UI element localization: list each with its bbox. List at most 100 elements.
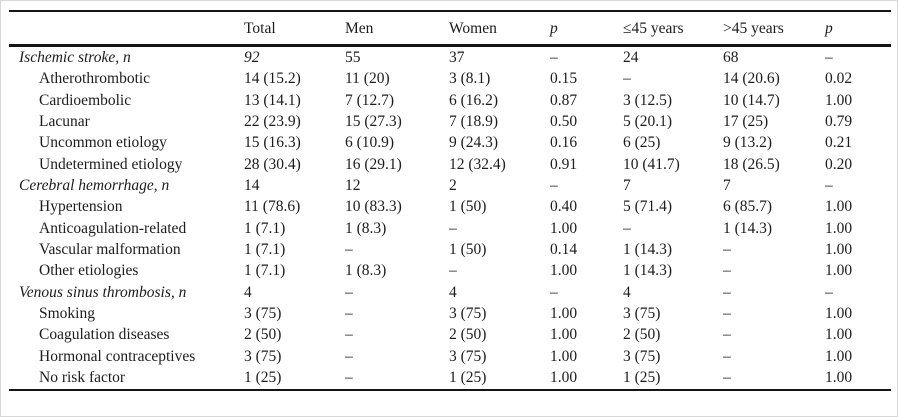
cell-p-4: 0.14	[550, 241, 578, 259]
cell-45-years-5: 4	[623, 283, 631, 301]
cell-45-years-6: 1 (14.3)	[723, 219, 773, 237]
cell-45-years-6: –	[723, 369, 731, 387]
cell-45-years-6: 10 (14.7)	[723, 91, 780, 109]
cell-p-4: 0.16	[550, 134, 578, 152]
cell-p-7: 1.00	[825, 198, 853, 216]
row-label: Cardioembolic	[39, 91, 132, 109]
cell-total-1: 28 (30.4)	[244, 155, 301, 173]
table-row-vascular-malformation: Vascular malformation 1 (7.1) – 1 (50) 0.14 1…	[9, 239, 891, 260]
cell-p-7: 1.00	[825, 347, 853, 365]
cell-men-2: –	[345, 326, 353, 344]
cell-p-4: –	[550, 177, 558, 195]
cell-women-3: 37	[449, 49, 465, 66]
cell-men-2: 1 (8.3)	[345, 262, 387, 280]
cell-women-3: 2	[449, 177, 457, 195]
table-row-anticoagulation-related: Anticoagulation-related 1 (7.1) 1 (8.3) – 1.…	[9, 218, 891, 239]
row-label: Undetermined etiology	[39, 155, 183, 173]
cell-women-3: 6 (16.2)	[449, 91, 499, 109]
table-row-other-etiologies: Other etiologies 1 (7.1) 1 (8.3) – 1.00 1 (14…	[9, 260, 891, 281]
cell-45-years-6: 17 (25)	[723, 113, 769, 131]
cell-45-years-6: –	[723, 241, 731, 259]
cell-total-1: 11 (78.6)	[244, 198, 301, 216]
cell-total-1: 1 (7.1)	[244, 219, 286, 237]
cell-p-7: –	[825, 49, 833, 66]
row-label: Uncommon etiology	[39, 134, 167, 152]
cell-women-3: 1 (50)	[449, 241, 487, 259]
cell-men-2: 55	[345, 49, 361, 66]
table-row-coagulation-diseases: Coagulation diseases 2 (50) – 2 (50) 1.00 2 (…	[9, 324, 891, 345]
cell-p-4: –	[550, 283, 558, 301]
cell-45-years-6: 14 (20.6)	[723, 70, 780, 88]
cell-p-4: 1.00	[550, 262, 578, 280]
table-body: Ischemic stroke, n 92 55 37–24 68– Atherothro…	[9, 46, 891, 390]
cell-total-1: 4	[244, 283, 252, 301]
cell-total-1: 1 (25)	[244, 369, 282, 387]
cell-p-7: 1.00	[825, 369, 853, 387]
row-label: Ischemic stroke, n	[19, 49, 131, 66]
cell-p-7: 0.20	[825, 155, 853, 173]
row-label: Vascular malformation	[39, 241, 181, 259]
row-label-header	[9, 11, 244, 47]
cell-45-years-5: 1 (14.3)	[623, 262, 673, 280]
cell-45-years-5: 3 (75)	[623, 305, 661, 323]
cell-total-1: 22 (23.9)	[244, 113, 301, 131]
cell-men-2: –	[345, 305, 353, 323]
table-header: Total Men Women p ≤45 years >45 years p	[9, 11, 891, 47]
row-label: Atherothrombotic	[39, 70, 151, 88]
cell-p-7: 1.00	[825, 91, 853, 109]
row-label: Hypertension	[39, 198, 123, 216]
cell-women-3: 7 (18.9)	[449, 113, 499, 131]
cell-45-years-5: 3 (75)	[623, 347, 661, 365]
table-row-undetermined-etiology: Undetermined etiology 28 (30.4) 16 (29.1) 1…	[9, 154, 891, 175]
cell-45-years-6: –	[723, 347, 731, 365]
cell-45-years-5: –	[623, 70, 631, 88]
cell-p-4: 1.00	[550, 305, 578, 323]
cell-45-years-5: 24	[623, 49, 639, 66]
cell-men-2: 12	[345, 177, 361, 195]
cell-total-1: 2 (50)	[244, 326, 282, 344]
cell-45-years-6: –	[723, 283, 731, 301]
cell-women-3: 12 (32.4)	[449, 155, 506, 173]
cell-women-3: 1 (50)	[449, 198, 487, 216]
cell-p-7: –	[825, 283, 833, 301]
cell-45-years-5: 10 (41.7)	[623, 155, 680, 173]
cell-men-2: 15 (27.3)	[345, 113, 402, 131]
column-header-men-2: Men	[345, 11, 449, 47]
cell-p-7: 1.00	[825, 262, 853, 280]
cell-women-3: 1 (25)	[449, 369, 487, 387]
table-row-lacunar: Lacunar 22 (23.9) 15 (27.3) 7 (18.9) 0.50 5 (…	[9, 111, 891, 132]
row-label: Hormonal contraceptives	[39, 347, 196, 365]
cell-45-years-5: 2 (50)	[623, 326, 661, 344]
cell-p-4: 1.00	[550, 369, 578, 387]
category-row-ischemic-stroke-n: Ischemic stroke, n 92 55 37 – 24 68 –	[9, 46, 891, 69]
cell-p-7: 1.00	[825, 305, 853, 323]
cell-45-years-6: –	[723, 326, 731, 344]
cell-p-4: 1.00	[550, 347, 578, 365]
cell-men-2: –	[345, 241, 353, 259]
stroke-etiology-table: Total Men Women p ≤45 years >45 years p Ischem…	[9, 10, 891, 391]
cell-p-4: 0.91	[550, 155, 578, 173]
column-header-45-years-5: ≤45 years	[623, 11, 723, 47]
table-row-no-risk-factor: No risk factor 1 (25) – 1 (25) 1.00 1 (25) – 1.…	[9, 367, 891, 389]
cell-women-3: –	[449, 219, 457, 237]
cell-women-3: 4	[449, 283, 457, 301]
cell-men-2: 10 (83.3)	[345, 198, 402, 216]
cell-45-years-5: 6 (25)	[623, 134, 661, 152]
cell-p-7: 1.00	[825, 241, 853, 259]
cell-45-years-5: 1 (25)	[623, 369, 661, 387]
header-row: Total Men Women p ≤45 years >45 years p	[9, 11, 891, 47]
table-row-hormonal-contraceptives: Hormonal contraceptives 3 (75) – 3 (75) 1.00…	[9, 346, 891, 367]
cell-45-years-5: –	[623, 219, 631, 237]
cell-p-4: 0.15	[550, 70, 578, 88]
cell-men-2: –	[345, 347, 353, 365]
category-row-cerebral-hemorrhage-n: Cerebral hemorrhage, n 14 12 2 – 7 7 –	[9, 175, 891, 196]
column-header-45-years-6: >45 years	[723, 11, 825, 47]
cell-men-2: 6 (10.9)	[345, 134, 395, 152]
cell-45-years-5: 7	[623, 177, 631, 195]
cell-45-years-5: 5 (71.4)	[623, 198, 673, 216]
category-row-venous-sinus-thrombosis-n: Venous sinus thrombosis, n 4 – 4 – 4 – –	[9, 282, 891, 303]
cell-45-years-5: 1 (14.3)	[623, 241, 673, 259]
cell-p-7: –	[825, 177, 833, 195]
cell-women-3: –	[449, 262, 457, 280]
cell-women-3: 3 (8.1)	[449, 70, 491, 88]
